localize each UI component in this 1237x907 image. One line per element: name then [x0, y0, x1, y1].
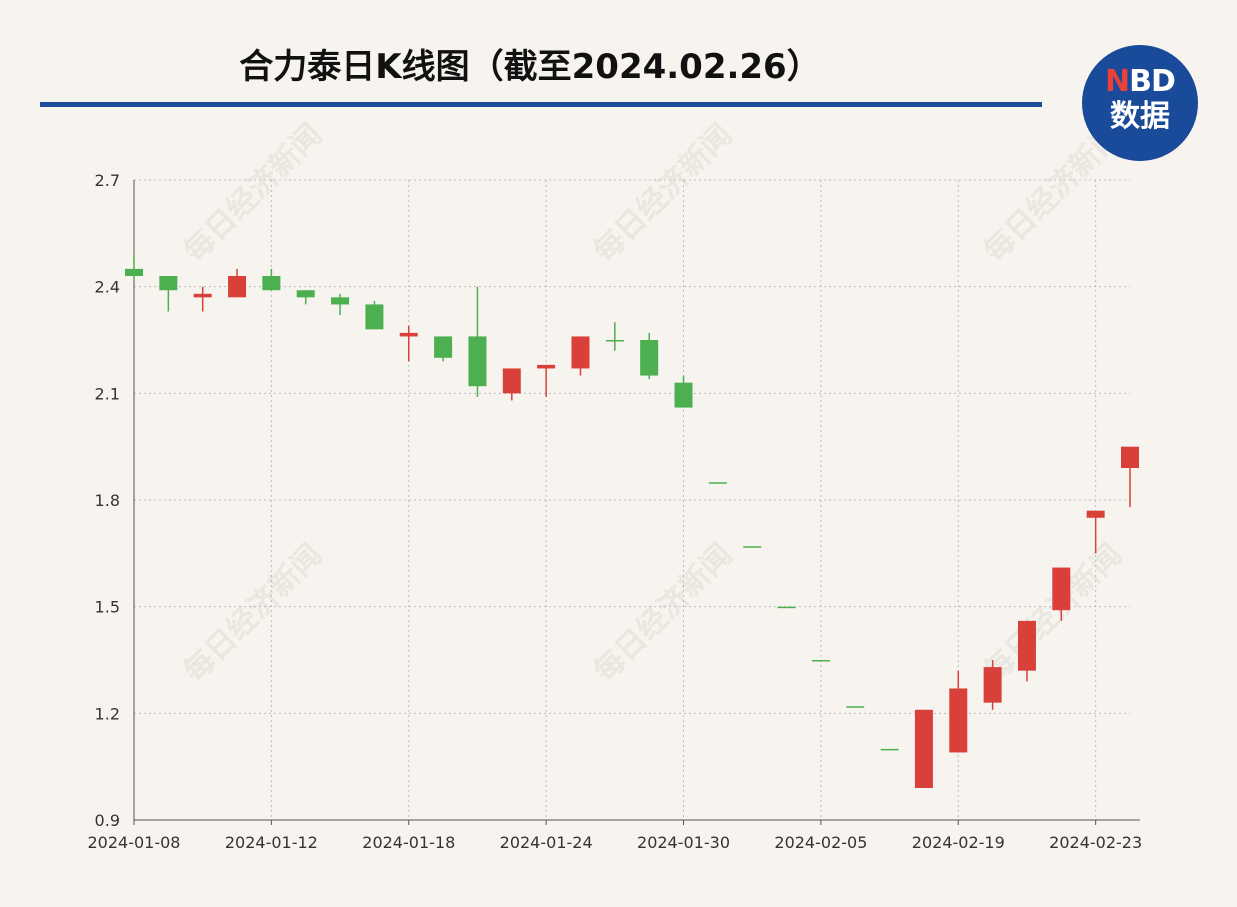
candle-body	[296, 290, 315, 298]
candle-body	[434, 336, 453, 358]
y-tick-label: 0.9	[95, 811, 120, 830]
x-tick-label: 2024-02-19	[912, 833, 1005, 852]
candle-body	[159, 276, 178, 291]
candle-body	[468, 336, 487, 387]
candle-body	[399, 332, 418, 337]
x-tick-label: 2024-02-05	[774, 833, 867, 852]
logo-text: 数据	[1110, 99, 1170, 134]
candle-body	[1052, 567, 1071, 611]
x-tick-label: 2024-01-24	[500, 833, 593, 852]
candle-body	[674, 382, 693, 408]
candle-body	[1121, 446, 1139, 468]
y-tick-label: 2.4	[95, 278, 120, 297]
candle-body	[502, 368, 521, 394]
x-tick-label: 2024-02-23	[1049, 833, 1142, 852]
x-tick-label: 2024-01-08	[88, 833, 181, 852]
y-tick-label: 1.5	[95, 598, 120, 617]
logo-text: NBD	[1105, 64, 1176, 99]
candle-body	[537, 364, 556, 369]
watermark: 每日经济新闻	[177, 117, 329, 269]
candle-body	[949, 688, 968, 753]
candle-body	[846, 706, 865, 708]
y-tick-label: 1.2	[95, 704, 120, 723]
candle-body	[365, 304, 384, 330]
candle-body	[605, 340, 624, 342]
candle-body	[708, 482, 727, 484]
candle-body	[331, 297, 350, 305]
candle-body	[743, 546, 762, 548]
candle-body	[228, 276, 247, 298]
x-tick-label: 2024-01-12	[225, 833, 318, 852]
candle-body	[193, 293, 212, 298]
y-tick-label: 2.7	[95, 171, 120, 190]
watermark: 每日经济新闻	[177, 537, 329, 689]
logo: NBD 数据	[1082, 45, 1198, 161]
title-rule	[40, 102, 1042, 107]
candle-body	[1086, 510, 1105, 518]
chart-title: 合力泰日K线图（截至2024.02.26）	[239, 47, 820, 87]
candle-body	[880, 748, 899, 751]
candle-body	[640, 340, 659, 376]
watermark: 每日经济新闻	[977, 537, 1129, 689]
candle-body	[1017, 620, 1036, 671]
candle-body	[777, 606, 796, 609]
candle-body	[983, 667, 1002, 703]
watermark: 每日经济新闻	[587, 117, 739, 269]
candle-body	[914, 709, 933, 788]
candle-body	[262, 276, 281, 291]
y-tick-label: 1.8	[95, 491, 120, 510]
watermark: 每日经济新闻	[587, 537, 739, 689]
y-tick-label: 2.1	[95, 384, 120, 403]
x-tick-label: 2024-01-30	[637, 833, 730, 852]
candle-body	[811, 660, 830, 662]
x-tick-label: 2024-01-18	[362, 833, 455, 852]
candle-body	[125, 268, 143, 276]
candle-body	[571, 336, 590, 369]
